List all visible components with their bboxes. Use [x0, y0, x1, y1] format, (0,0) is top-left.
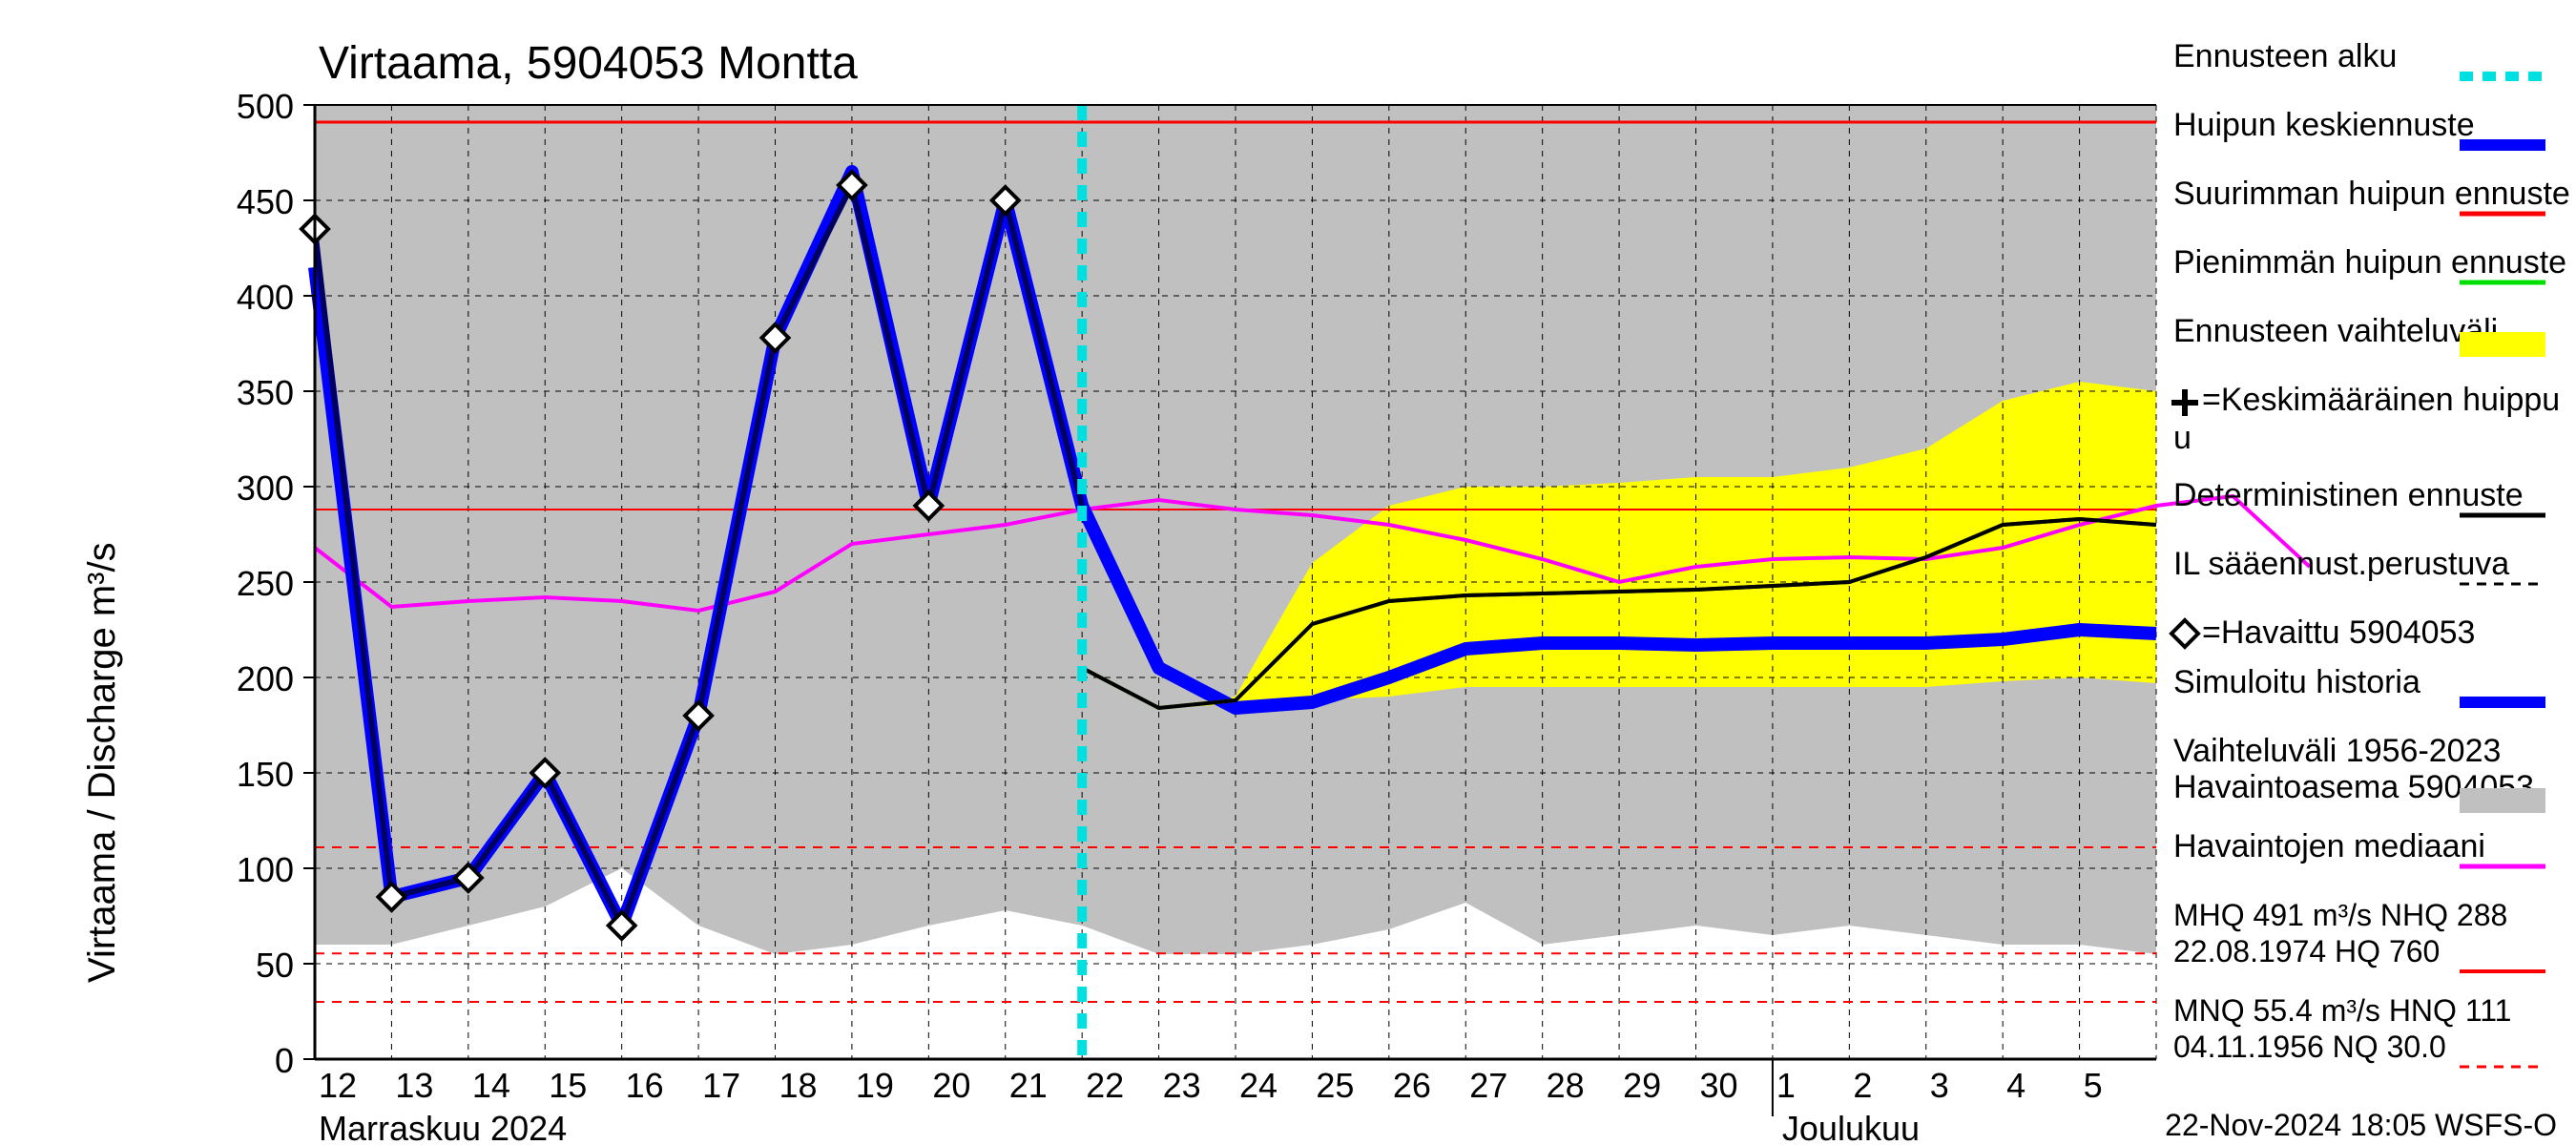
y-tick-label: 300 [237, 468, 294, 508]
legend-label: Huipun keskiennuste [2173, 107, 2475, 143]
y-axis-label: Virtaama / Discharge m³/s [81, 542, 123, 983]
x-tick-label: 24 [1239, 1066, 1278, 1105]
x-tick-label: 17 [702, 1066, 740, 1105]
legend-label: =Keskimääräinen huippu [2202, 382, 2560, 418]
y-tick-label: 250 [237, 564, 294, 603]
x-tick-label: 19 [856, 1066, 894, 1105]
x-tick-label: 23 [1163, 1066, 1201, 1105]
x-tick-label: 29 [1623, 1066, 1661, 1105]
legend-label-u: u [2173, 420, 2192, 456]
x-tick-label: 28 [1547, 1066, 1585, 1105]
discharge-chart: 0501001502002503003504004505001213141516… [0, 0, 2576, 1145]
legend-label: Pienimmän huipun ennuste [2173, 244, 2566, 281]
x-tick-label: 13 [395, 1066, 433, 1105]
y-tick-label: 400 [237, 278, 294, 317]
x-tick-label: 12 [319, 1066, 357, 1105]
legend-label: MHQ 491 m³/s NHQ 288 [2173, 898, 2507, 932]
legend-label: Deterministinen ennuste [2173, 477, 2524, 513]
chart-title: Virtaama, 5904053 Montta [319, 38, 858, 89]
x-tick-label: 5 [2084, 1066, 2103, 1105]
month-left-top: Marraskuu 2024 [319, 1109, 567, 1145]
legend-label: 22.08.1974 HQ 760 [2173, 934, 2440, 968]
y-tick-label: 0 [275, 1041, 294, 1080]
x-tick-label: 15 [549, 1066, 587, 1105]
legend-swatch-histrange [2460, 788, 2545, 813]
x-tick-label: 1 [1776, 1066, 1796, 1105]
y-tick-label: 500 [237, 87, 294, 126]
y-tick-label: 50 [256, 946, 294, 985]
x-tick-label: 22 [1086, 1066, 1124, 1105]
x-tick-label: 30 [1700, 1066, 1738, 1105]
legend-label: Havaintojen mediaani [2173, 828, 2485, 864]
x-tick-label: 21 [1009, 1066, 1048, 1105]
y-tick-label: 200 [237, 659, 294, 698]
x-tick-label: 18 [779, 1066, 818, 1105]
legend-label: Ennusteen alku [2173, 38, 2397, 74]
x-tick-label: 14 [472, 1066, 510, 1105]
x-tick-label: 16 [626, 1066, 664, 1105]
x-tick-label: 4 [2006, 1066, 2025, 1105]
x-tick-label: 25 [1316, 1066, 1354, 1105]
legend-label: =Havaittu 5904053 [2202, 614, 2475, 651]
legend-swatch-frange [2460, 332, 2545, 357]
legend-diamond [2171, 620, 2198, 647]
legend-label: IL sääennust.perustuva [2173, 546, 2509, 582]
legend-label: MNQ 55.4 m³/s HNQ 111 [2173, 993, 2511, 1028]
y-tick-label: 350 [237, 373, 294, 412]
x-tick-label: 27 [1469, 1066, 1507, 1105]
legend-label: Ennusteen vaihteluväli [2173, 313, 2498, 349]
timestamp: 22-Nov-2024 18:05 WSFS-O [2165, 1108, 2557, 1142]
month-right-top: Joulukuu [1782, 1109, 1920, 1145]
legend-label: Simuloitu historia [2173, 664, 2420, 700]
legend-label: Vaihteluväli 1956-2023 [2173, 733, 2501, 769]
x-tick-label: 3 [1930, 1066, 1949, 1105]
y-tick-label: 150 [237, 755, 294, 794]
x-tick-label: 26 [1393, 1066, 1431, 1105]
x-tick-label: 2 [1853, 1066, 1872, 1105]
y-tick-label: 100 [237, 850, 294, 889]
x-tick-label: 20 [932, 1066, 970, 1105]
y-tick-label: 450 [237, 182, 294, 221]
legend-label: 04.11.1956 NQ 30.0 [2173, 1030, 2446, 1064]
legend-label: Suurimman huipun ennuste [2173, 176, 2570, 212]
